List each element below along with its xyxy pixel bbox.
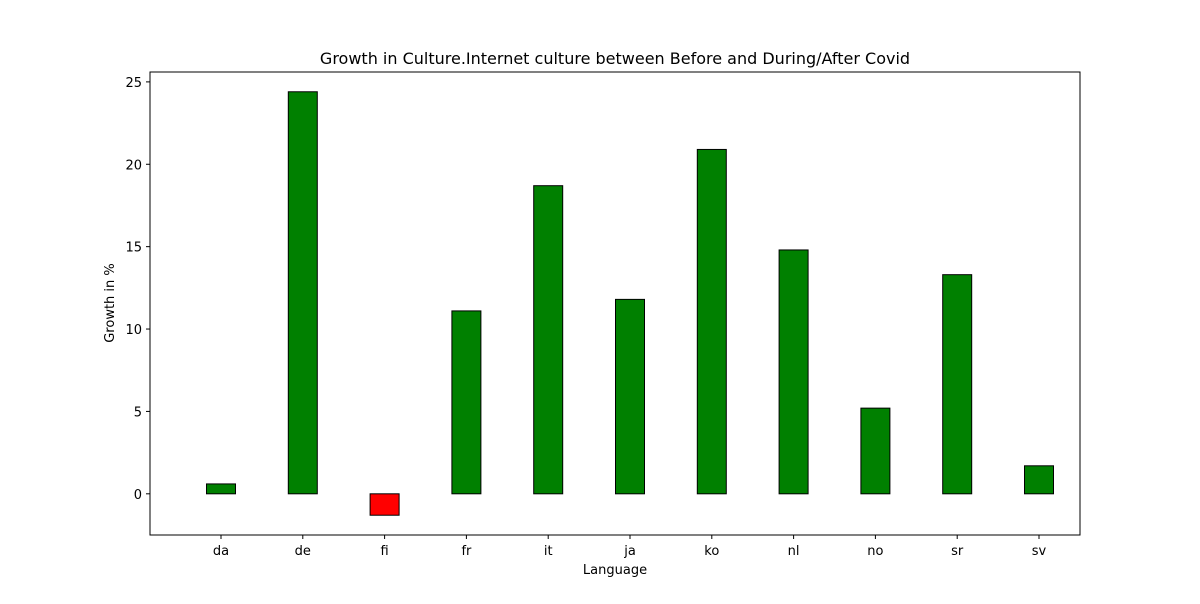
bar-fr <box>451 310 482 495</box>
bar-de <box>287 91 318 495</box>
y-tick-label-20: 20 <box>125 158 142 173</box>
y-tick-label-15: 15 <box>125 241 142 256</box>
x-tick-label-sv: sv <box>1032 544 1047 559</box>
bar-fi <box>369 493 400 516</box>
bar-no <box>860 407 891 495</box>
bar-da <box>206 483 236 495</box>
bar-nl <box>778 249 809 495</box>
y-axis-label: Growth in % <box>103 263 118 343</box>
bar-ja <box>615 298 645 495</box>
x-tick-label-sr: sr <box>951 544 964 559</box>
bar-it <box>533 185 564 495</box>
y-tick-label-10: 10 <box>125 323 142 338</box>
x-tick-label-nl: nl <box>788 544 800 559</box>
y-tick-label-5: 5 <box>134 405 142 420</box>
bar-sv <box>1024 465 1054 495</box>
plot-frame <box>149 71 1081 536</box>
x-tick-label-ja: ja <box>623 544 636 559</box>
x-tick-label-no: no <box>867 544 883 559</box>
x-tick-label-fi: fi <box>380 544 388 559</box>
x-tick-label-it: it <box>544 544 553 559</box>
x-tick-label-da: da <box>213 544 229 559</box>
x-tick-label-ko: ko <box>704 544 719 559</box>
y-tick-label-0: 0 <box>134 488 142 503</box>
x-axis-label: Language <box>583 563 647 578</box>
x-axis-ticks: da de fi fr it ja ko nl no sr sv <box>213 535 1047 559</box>
x-tick-label-de: de <box>295 544 311 559</box>
y-axis-ticks: 0 5 10 15 20 25 <box>125 76 150 503</box>
bar-ko <box>696 148 727 495</box>
x-tick-label-fr: fr <box>461 544 472 559</box>
bars-layer <box>206 91 1054 516</box>
bar-sr <box>942 274 973 495</box>
chart-title: Growth in Culture.Internet culture betwe… <box>320 49 910 68</box>
y-tick-label-25: 25 <box>125 76 142 91</box>
